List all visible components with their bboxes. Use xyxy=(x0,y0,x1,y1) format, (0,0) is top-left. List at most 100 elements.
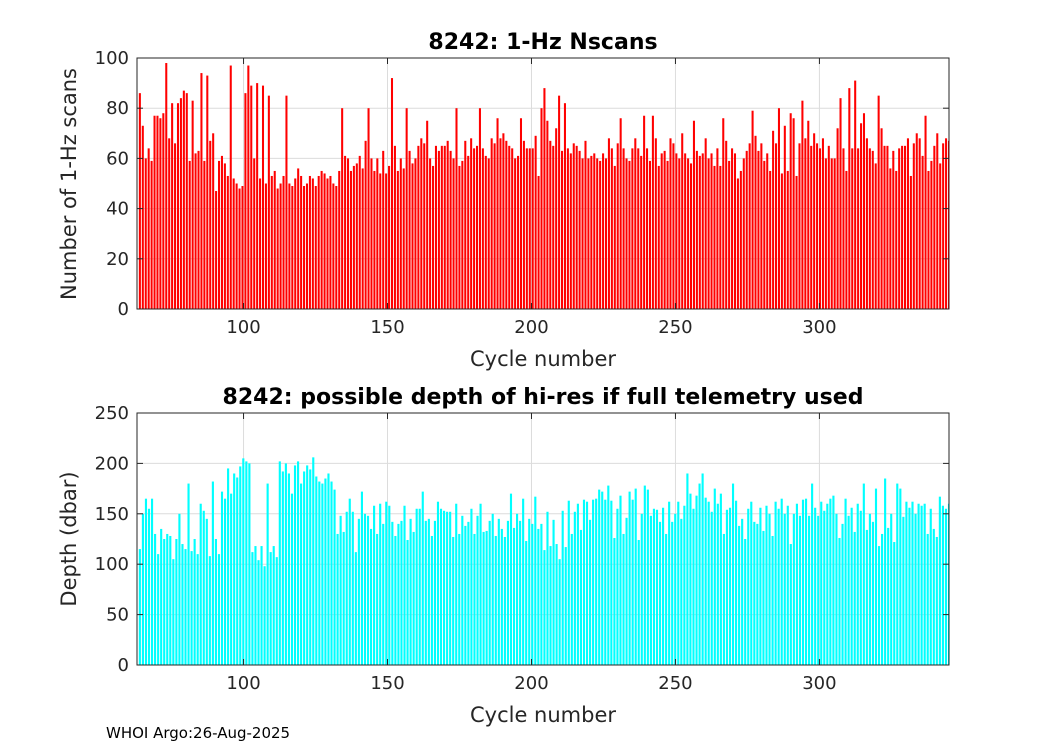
bar xyxy=(668,501,671,665)
bar xyxy=(713,165,716,309)
bar xyxy=(938,496,941,665)
bar xyxy=(669,138,672,309)
bar xyxy=(920,505,923,665)
bar xyxy=(769,170,772,309)
bar xyxy=(505,140,508,309)
bar xyxy=(725,140,728,309)
bar xyxy=(382,150,385,309)
bar xyxy=(482,531,485,665)
bar xyxy=(561,150,564,309)
bar xyxy=(915,133,918,309)
bar xyxy=(722,118,725,310)
bar xyxy=(921,155,924,309)
bar xyxy=(821,138,824,309)
bar xyxy=(303,186,306,309)
bar xyxy=(613,165,616,309)
bar xyxy=(890,513,893,665)
bar xyxy=(479,503,482,665)
bar xyxy=(497,518,500,665)
bar xyxy=(578,150,581,309)
bar xyxy=(285,95,288,310)
bar xyxy=(838,537,841,665)
bar xyxy=(496,118,499,310)
bar xyxy=(534,496,537,665)
bar xyxy=(905,501,908,665)
bar xyxy=(200,73,203,309)
bar xyxy=(233,473,236,665)
bar xyxy=(409,518,412,665)
bar xyxy=(839,98,842,309)
x-tick-label: 100 xyxy=(226,673,260,694)
bar xyxy=(184,549,187,665)
x-tick-label: 300 xyxy=(802,317,836,338)
bar xyxy=(396,170,399,309)
y-tick-label: 100 xyxy=(95,48,129,69)
bar xyxy=(421,491,424,665)
bar xyxy=(745,150,748,309)
bar xyxy=(194,153,197,309)
bar xyxy=(595,498,598,665)
bar xyxy=(808,515,811,665)
bar xyxy=(762,530,765,665)
bar xyxy=(599,160,602,309)
bar xyxy=(889,168,892,309)
bar xyxy=(804,138,807,309)
bar xyxy=(467,521,470,665)
bar xyxy=(771,535,774,665)
bar xyxy=(941,505,944,665)
bar xyxy=(572,143,575,309)
bar xyxy=(446,511,449,665)
bar xyxy=(926,533,929,665)
y-tick-label: 20 xyxy=(106,249,129,270)
y-tick-label: 0 xyxy=(118,655,129,676)
bar xyxy=(756,523,759,665)
bar xyxy=(223,498,227,665)
bar xyxy=(247,65,250,309)
bar xyxy=(570,533,573,665)
bar xyxy=(512,527,516,665)
bar xyxy=(157,554,160,665)
bar xyxy=(631,499,634,665)
bar xyxy=(680,518,683,665)
bar xyxy=(552,519,555,665)
bar xyxy=(917,503,920,665)
bar xyxy=(506,520,509,665)
bar xyxy=(415,508,418,665)
bar xyxy=(528,518,531,665)
bar xyxy=(484,155,487,309)
bar xyxy=(311,178,314,309)
bar xyxy=(318,481,321,665)
bar xyxy=(253,158,256,309)
axis-ticks: 100 150 200 250 300 0 20 40 60 80 100 xyxy=(95,48,949,338)
bar xyxy=(628,160,631,309)
bar xyxy=(663,150,666,309)
bar xyxy=(573,511,576,665)
bar xyxy=(909,175,912,309)
bar xyxy=(179,98,182,309)
bar xyxy=(692,120,695,309)
bar xyxy=(399,158,402,309)
bar xyxy=(275,557,278,665)
y-axis-label: Number of 1-Hz scans xyxy=(57,68,81,300)
bar xyxy=(388,505,391,665)
bar xyxy=(455,108,458,309)
bar xyxy=(270,175,273,309)
bar xyxy=(616,508,619,665)
bar xyxy=(360,491,363,665)
bar xyxy=(716,503,719,665)
bar xyxy=(163,539,166,665)
bar xyxy=(242,458,245,665)
bar xyxy=(433,520,436,665)
bar xyxy=(449,150,452,309)
bar xyxy=(698,155,701,309)
bar xyxy=(522,140,525,309)
bar xyxy=(287,473,290,665)
bar xyxy=(701,153,704,309)
bar xyxy=(478,108,481,309)
bar xyxy=(543,550,546,665)
bar xyxy=(619,495,622,665)
nscans-chart: 100 150 200 250 300 0 20 40 60 80 100 8242: 1-Hz N… xyxy=(57,30,950,371)
bar xyxy=(300,483,303,665)
bar xyxy=(865,529,868,665)
bar xyxy=(857,148,860,309)
